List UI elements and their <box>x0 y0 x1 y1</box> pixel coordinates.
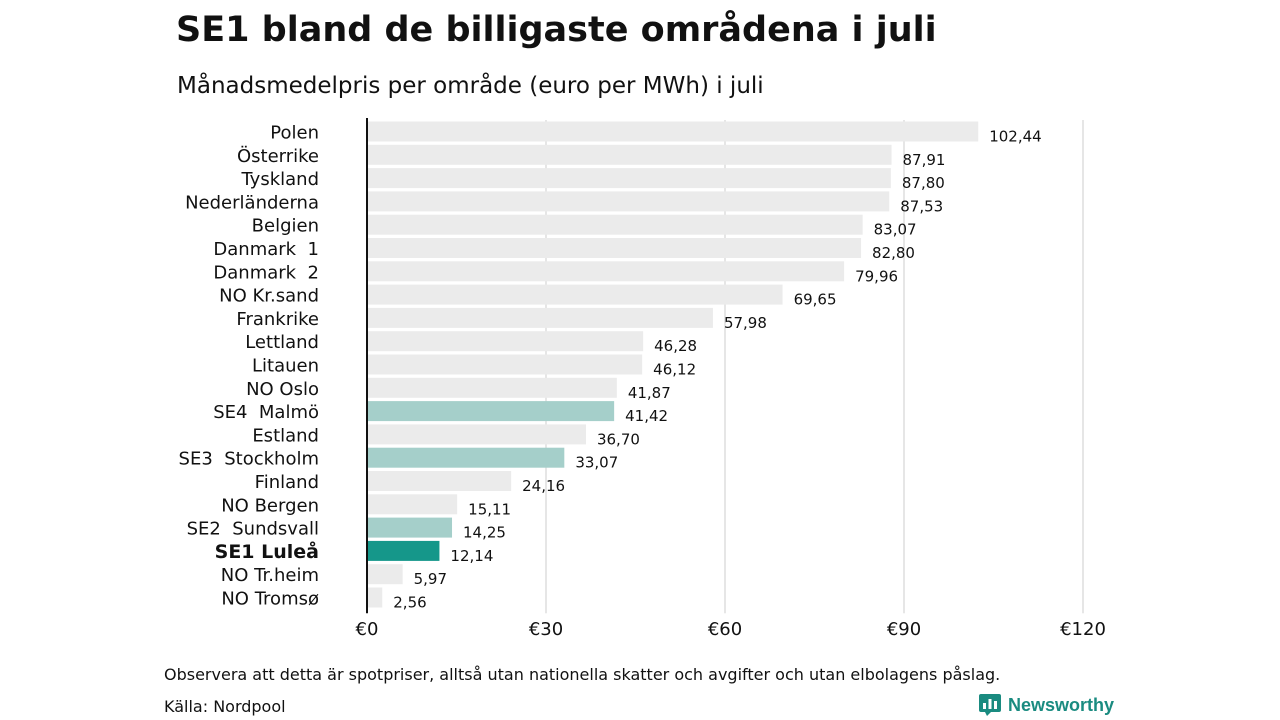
chart-title: SE1 bland de billigaste områdena i juli <box>176 10 937 50</box>
bar <box>367 564 403 585</box>
category-label: Finland <box>255 472 319 493</box>
category-label: Österrike <box>237 145 319 167</box>
bar <box>367 238 862 258</box>
value-label: 41,42 <box>625 407 668 425</box>
value-label: 79,96 <box>855 267 898 285</box>
bar <box>367 284 783 305</box>
category-label: NO Tromsø <box>221 589 319 610</box>
bar <box>367 331 644 352</box>
value-label: 5,97 <box>414 570 447 588</box>
value-label: 15,11 <box>468 500 511 518</box>
category-label: Tyskland <box>240 169 319 190</box>
bar-chart: Polen 102,44 Österrike 87,91 Tyskland 87,80 Ne… <box>179 118 1106 640</box>
value-label: 41,87 <box>628 384 671 402</box>
category-label: Estland <box>252 425 319 446</box>
category-label: NO Kr.sand <box>219 286 319 307</box>
value-label: 83,07 <box>874 221 917 239</box>
x-tick-label: €60 <box>708 619 742 640</box>
bar <box>367 121 979 142</box>
newsworthy-logo-icon <box>979 694 1001 716</box>
value-label: 14,25 <box>463 524 506 542</box>
bar <box>367 307 713 328</box>
category-label: Danmark 2 <box>213 262 319 283</box>
bar <box>367 354 643 375</box>
bar <box>367 377 617 398</box>
category-label: SE1 Luleå <box>215 539 319 563</box>
x-tick-label: €0 <box>356 619 379 640</box>
value-label: 46,12 <box>653 361 696 379</box>
category-label: Polen <box>270 123 319 144</box>
category-label: NO Bergen <box>221 495 319 516</box>
bar <box>367 447 565 468</box>
value-label: 87,80 <box>902 174 945 192</box>
value-label: 12,14 <box>450 547 493 565</box>
category-label: Lettland <box>245 332 319 353</box>
bar <box>367 424 586 445</box>
x-tick-label: €120 <box>1060 619 1106 640</box>
category-label: Belgien <box>252 216 319 237</box>
category-label: NO Tr.heim <box>221 565 319 586</box>
value-label: 36,70 <box>597 430 640 448</box>
bar <box>367 168 891 189</box>
bar <box>367 494 458 515</box>
bar <box>367 471 512 491</box>
value-label: 46,28 <box>654 337 697 355</box>
bar <box>367 540 440 561</box>
category-label: SE4 Malmö <box>213 402 319 423</box>
value-label: 87,91 <box>903 151 946 169</box>
value-label: 24,16 <box>522 477 565 495</box>
bar <box>367 144 892 165</box>
brand-logo[interactable]: Newsworthy <box>979 694 1114 716</box>
category-label: Frankrike <box>236 309 319 330</box>
x-tick-label: €90 <box>887 619 921 640</box>
value-label: 2,56 <box>393 594 426 612</box>
footnote: Observera att detta är spotpriser, allts… <box>164 665 1001 684</box>
source-note: Källa: Nordpool <box>164 697 286 716</box>
category-label: Litauen <box>252 356 319 377</box>
bar <box>367 401 615 422</box>
brand-name: Newsworthy <box>1008 694 1115 715</box>
category-label: SE2 Sundsvall <box>187 519 319 540</box>
bar <box>367 517 453 538</box>
value-label: 69,65 <box>794 291 837 309</box>
category-label: NO Oslo <box>246 379 319 400</box>
x-tick-label: €30 <box>529 619 563 640</box>
bar <box>367 191 890 212</box>
category-label: Nederländerna <box>185 192 319 213</box>
category-label: SE3 Stockholm <box>179 449 319 470</box>
value-label: 82,80 <box>872 244 915 262</box>
bar <box>367 261 845 282</box>
value-label: 33,07 <box>575 454 618 472</box>
value-label: 87,53 <box>900 197 943 215</box>
category-label: Danmark 1 <box>213 239 319 260</box>
bar <box>367 587 383 608</box>
chart-subtitle: Månadsmedelpris per område (euro per MWh… <box>177 73 764 99</box>
bar <box>367 214 863 235</box>
value-label: 102,44 <box>989 128 1042 146</box>
value-label: 57,98 <box>724 314 767 332</box>
